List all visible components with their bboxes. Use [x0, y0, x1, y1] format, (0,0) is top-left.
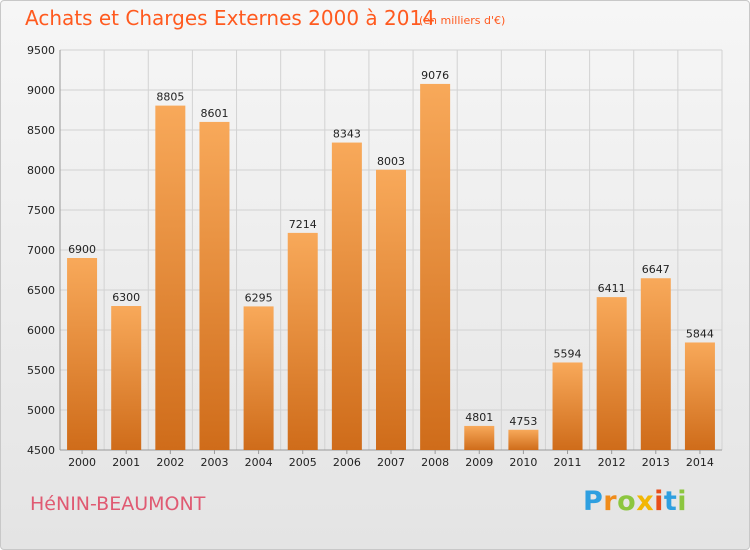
y-tick-label: 6500 [27, 284, 55, 297]
x-tick-label: 2001 [112, 456, 140, 469]
x-tick-label: 2002 [156, 456, 184, 469]
x-tick-label: 2008 [421, 456, 449, 469]
bar [640, 278, 671, 450]
data-label: 6647 [642, 263, 670, 276]
y-tick-label: 9500 [27, 44, 55, 57]
proxiti-logo[interactable]: Proxiti [583, 486, 687, 517]
x-tick-label: 2010 [509, 456, 537, 469]
city-name: HéNIN-BEAUMONT [30, 493, 206, 515]
x-tick-label: 2004 [245, 456, 273, 469]
data-label: 9076 [421, 69, 449, 82]
data-label: 6300 [112, 291, 140, 304]
bar [111, 306, 142, 450]
x-tick-label: 2013 [642, 456, 670, 469]
logo-letter: P [583, 486, 604, 517]
bar [199, 121, 230, 451]
x-tick-label: 2005 [289, 456, 317, 469]
data-label: 6411 [598, 282, 626, 295]
bar [508, 429, 539, 450]
data-label: 6295 [245, 291, 273, 304]
bar [155, 105, 186, 450]
chart-subtitle: (en milliers d'€) [419, 14, 506, 27]
chart-title: Achats et Charges Externes 2000 à 2014 [25, 6, 435, 30]
x-tick-label: 2003 [200, 456, 228, 469]
x-tick-label: 2000 [68, 456, 96, 469]
bar [552, 362, 583, 450]
y-tick-label: 6000 [27, 324, 55, 337]
logo-letter: i [654, 486, 664, 517]
data-label: 7214 [289, 218, 317, 231]
data-label: 8003 [377, 155, 405, 168]
data-label: 6900 [68, 243, 96, 256]
y-tick-label: 5000 [27, 404, 55, 417]
y-tick-label: 8500 [27, 124, 55, 137]
data-label: 5594 [554, 347, 582, 360]
y-tick-label: 7000 [27, 244, 55, 257]
data-labels: 6900 6300 8805 8601 6295 7214 8343 8003 9076 4801… [68, 69, 714, 428]
y-tick-label: 7500 [27, 204, 55, 217]
bar [67, 258, 98, 450]
y-tick-label: 5500 [27, 364, 55, 377]
data-label: 8601 [200, 107, 228, 120]
y-tick-label: 8000 [27, 164, 55, 177]
data-label: 5844 [686, 327, 714, 340]
data-label: 4753 [509, 415, 537, 428]
bar [287, 232, 318, 450]
bar [376, 169, 406, 450]
bar [243, 306, 274, 450]
data-label: 4801 [465, 411, 493, 424]
x-tick-label: 2012 [598, 456, 626, 469]
bar [464, 425, 495, 450]
x-tick-label: 2007 [377, 456, 405, 469]
x-tick-label: 2014 [686, 456, 714, 469]
logo-letter: r [603, 486, 618, 517]
x-tick-label: 2006 [333, 456, 361, 469]
logo-letter: o [617, 486, 637, 517]
logo-letter: t [663, 486, 678, 517]
y-tick-label: 4500 [27, 444, 55, 457]
x-tick-label: 2011 [554, 456, 582, 469]
y-tick-label: 9000 [27, 84, 55, 97]
bar [684, 342, 715, 450]
data-label: 8343 [333, 128, 361, 141]
bar [420, 83, 451, 451]
logo-letter: x [636, 486, 655, 517]
logo-letter: i [677, 486, 688, 517]
bars [67, 83, 715, 451]
x-tick-label: 2009 [465, 456, 493, 469]
bar [596, 297, 627, 450]
bar [331, 142, 362, 450]
data-label: 8805 [156, 91, 184, 104]
